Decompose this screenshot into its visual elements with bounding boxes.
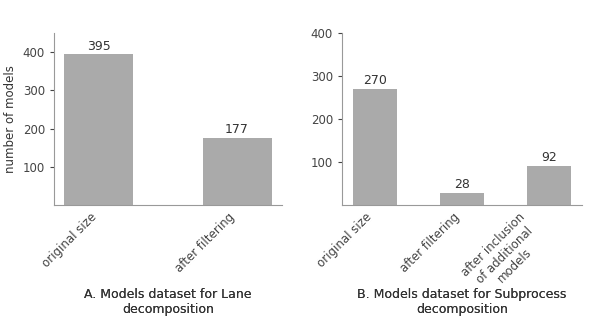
Bar	[440, 193, 484, 205]
Text: 177: 177	[225, 123, 249, 136]
Text: A. Models dataset for Lane
decomposition: A. Models dataset for Lane decomposition	[84, 288, 252, 316]
Text: B. Models dataset for Subprocess
decomposition: B. Models dataset for Subprocess decompo…	[358, 288, 566, 316]
Text: B. Models dataset for Subprocess
decomposition: B. Models dataset for Subprocess decompo…	[358, 288, 566, 316]
Bar	[64, 54, 133, 205]
Text: A. Models dataset for Lane
decomposition: A. Models dataset for Lane decomposition	[84, 288, 252, 316]
Y-axis label: number of models: number of models	[4, 65, 17, 173]
Bar	[527, 166, 571, 205]
Bar	[353, 89, 397, 205]
Text: 270: 270	[363, 74, 386, 87]
Text: 395: 395	[87, 40, 111, 53]
Bar	[203, 137, 272, 205]
Text: 28: 28	[454, 178, 470, 191]
Text: 92: 92	[541, 151, 557, 164]
